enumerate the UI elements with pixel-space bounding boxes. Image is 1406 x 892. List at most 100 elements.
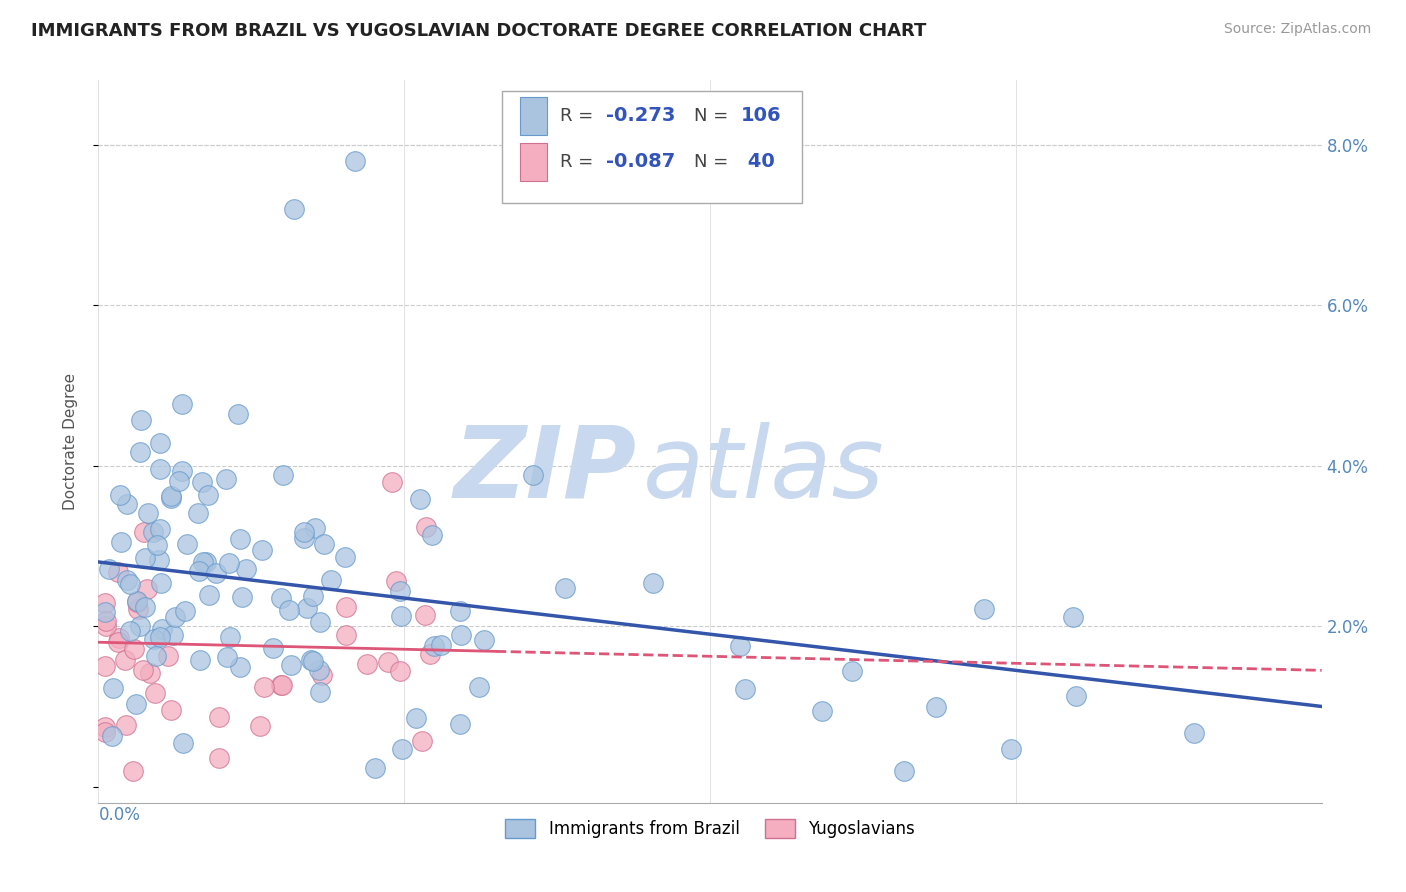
Point (167, 474, 190, 488)
Point (208, 710, 231, 724)
Point (554, 581, 576, 595)
Point (127, 601, 149, 615)
Point (228, 532, 250, 546)
Point (309, 685, 332, 699)
Point (925, 700, 948, 714)
Point (122, 764, 145, 778)
Point (893, 764, 915, 778)
Point (522, 467, 544, 482)
Point (188, 652, 211, 666)
Point (208, 750, 231, 764)
Point (94, 619, 117, 633)
Point (413, 608, 436, 623)
Point (262, 640, 284, 655)
Point (641, 575, 664, 590)
Text: -0.273: -0.273 (606, 106, 675, 125)
Point (195, 555, 218, 569)
Point (389, 609, 412, 624)
Point (93, 659, 115, 673)
Point (159, 491, 181, 505)
Point (356, 657, 378, 671)
Point (149, 630, 172, 644)
Point (204, 566, 226, 580)
Point (333, 550, 356, 565)
Point (94, 615, 117, 629)
Text: N =: N = (695, 153, 734, 171)
Point (302, 654, 325, 668)
Point (191, 555, 214, 569)
Point (143, 685, 166, 699)
Point (472, 633, 495, 648)
Point (122, 641, 145, 656)
Point (1062, 610, 1084, 624)
Point (253, 680, 276, 694)
Point (450, 628, 472, 642)
Legend: Immigrants from Brazil, Yugoslavians: Immigrants from Brazil, Yugoslavians (499, 813, 921, 845)
Point (114, 652, 136, 666)
Point (391, 741, 413, 756)
Point (115, 574, 138, 588)
Point (250, 542, 273, 557)
Point (125, 594, 148, 608)
Point (124, 697, 146, 711)
Point (344, 153, 367, 168)
Point (231, 590, 253, 604)
Bar (520, 143, 547, 181)
Point (295, 601, 318, 615)
Point (270, 677, 292, 691)
Point (271, 678, 294, 692)
Point (142, 524, 165, 539)
Point (98, 562, 121, 576)
Point (93, 724, 115, 739)
Point (810, 704, 832, 718)
Point (228, 407, 250, 421)
Point (191, 475, 214, 490)
Point (728, 640, 751, 654)
Point (174, 604, 197, 618)
Point (405, 711, 427, 725)
Text: IMMIGRANTS FROM BRAZIL VS YUGOSLAVIAN DOCTORATE DEGREE CORRELATION CHART: IMMIGRANTS FROM BRAZIL VS YUGOSLAVIAN DO… (31, 22, 927, 40)
Point (170, 397, 193, 411)
Text: atlas: atlas (643, 422, 884, 519)
Point (176, 537, 198, 551)
Point (149, 462, 172, 476)
Point (278, 603, 301, 617)
Point (120, 624, 142, 638)
Point (132, 663, 155, 677)
Point (115, 497, 138, 511)
Point (468, 680, 491, 694)
Point (973, 602, 995, 616)
Point (160, 489, 183, 503)
Point (107, 631, 129, 645)
Text: N =: N = (695, 107, 734, 125)
Point (101, 681, 124, 696)
Point (419, 647, 441, 661)
Point (229, 660, 252, 674)
Point (292, 525, 315, 540)
Point (159, 703, 181, 717)
Point (270, 591, 292, 605)
Point (156, 649, 179, 664)
Point (389, 664, 412, 678)
FancyBboxPatch shape (502, 91, 801, 203)
Point (187, 564, 209, 578)
Point (146, 538, 169, 552)
Point (198, 589, 221, 603)
Point (411, 733, 433, 747)
Point (134, 551, 156, 566)
Point (94, 596, 117, 610)
Point (217, 649, 239, 664)
Point (299, 653, 322, 667)
Point (280, 658, 302, 673)
Point (131, 412, 153, 426)
Point (389, 583, 412, 598)
Point (107, 565, 129, 579)
Point (162, 628, 184, 642)
Point (108, 488, 131, 502)
Point (304, 521, 326, 535)
Point (165, 609, 187, 624)
Point (148, 522, 170, 536)
Point (110, 534, 132, 549)
Point (377, 655, 399, 669)
Text: R =: R = (560, 107, 599, 125)
